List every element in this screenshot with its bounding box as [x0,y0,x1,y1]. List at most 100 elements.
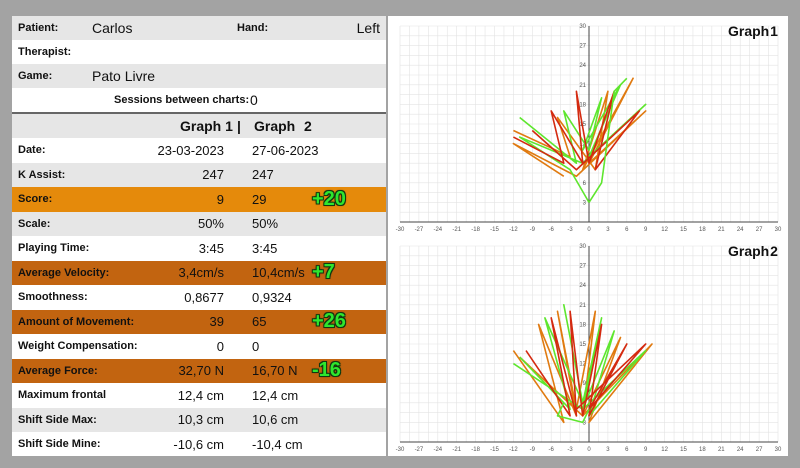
header-divider: | [237,118,241,134]
graphs-panel: -30 -27 -24 -21 -18 -15 -12 -9 -6 -3 0 3 6 9 12 15 18 21 2… [388,16,788,456]
x-tick-label: 0 [587,447,591,453]
metric-row: Amount of Movement: 39 65 +26 [12,309,386,334]
x-tick-label: -6 [549,227,555,233]
metric-label: Playing Time: [18,242,90,255]
graph-title: Graph [728,23,769,39]
metric-row: Date: 23-03-2023 27-06-2023 [12,138,386,163]
y-tick-label: 24 [579,283,586,289]
metric-label: Shift Side Max: [18,413,97,426]
y-tick-label: 18 [579,322,586,328]
movement-trace [556,402,590,424]
x-tick-label: 9 [644,227,648,233]
x-tick-label: -15 [490,227,499,233]
x-tick-label: 27 [756,227,763,233]
section-divider [12,112,386,114]
metric-label: Weight Compensation: [18,340,138,353]
metric-label: Shift Side Mine: [18,438,101,451]
stats-panel: Patient: Carlos Hand: Left Therapist: Ga… [12,16,386,456]
y-tick-label: 3 [583,420,587,426]
graph-1: -30 -27 -24 -21 -18 -15 -12 -9 -6 -3 0 3 6 9 12 15 18 21 2… [396,23,782,233]
hand-label: Hand: [237,22,269,34]
metric-label: Average Force: [18,364,98,377]
y-tick-label: 15 [579,342,586,348]
graph2-header: Graph [254,118,296,134]
metric-value-graph1: 23-03-2023 [157,142,225,158]
metric-value-graph2: 247 [252,167,274,183]
x-tick-label: -3 [567,227,573,233]
metric-value-graph1: 3:45 [198,240,224,256]
metric-label: Date: [18,144,46,157]
y-tick-label: 30 [579,24,586,30]
metric-row: Maximum frontal 12,4 cm 12,4 cm [12,383,386,408]
metric-value-graph1: 32,70 N [178,363,224,379]
metric-diff-badge: +20 [312,187,346,210]
x-tick-label: 18 [699,447,706,453]
graph-number: 2 [770,243,778,259]
metric-value-graph1: 9 [216,191,224,207]
graph-title: Graph [728,243,769,259]
x-tick-label: 30 [775,227,782,233]
x-tick-label: -18 [471,227,480,233]
x-tick-label: -15 [490,447,499,453]
metric-value-graph1: 12,4 cm [177,387,224,403]
x-tick-label: -24 [433,447,442,453]
metric-row: Smoothness: 0,8677 0,9324 [12,285,386,310]
metric-row: K Assist: 247 247 [12,162,386,187]
metric-label: Amount of Movement: [18,315,135,328]
metric-value-graph1: 247 [202,167,224,183]
metric-value-graph2: 65 [252,314,267,330]
movement-trace [525,310,647,417]
metric-row: Score: 9 29 +20 [12,187,386,212]
graph-number: 1 [770,23,778,39]
x-tick-label: -27 [415,227,424,233]
metric-value-graph2: 12,4 cm [252,387,299,403]
x-tick-label: -27 [415,447,424,453]
x-tick-label: 6 [625,227,629,233]
y-tick-label: 21 [579,303,586,309]
graph-2: -30 -27 -24 -21 -18 -15 -12 -9 -6 -3 0 3 6 9 12 15 18 21 2… [396,243,782,453]
metric-row: Scale: 50% 50% [12,211,386,236]
y-tick-label: 21 [579,83,586,89]
x-tick-label: 3 [606,227,610,233]
movement-trace [513,90,641,171]
metric-value-graph1: -10,6 cm [173,436,224,452]
metric-value-graph2: 10,4cm/s [252,265,305,281]
metric-row: Playing Time: 3:45 3:45 [12,236,386,261]
sessions-row: Sessions between charts: 0 [12,88,386,112]
metric-label: Smoothness: [18,291,88,304]
x-tick-label: 15 [680,447,687,453]
x-tick-label: -18 [471,447,480,453]
metric-value-graph1: 0,8677 [184,289,224,305]
metric-value-graph2: 27-06-2023 [252,142,319,158]
y-tick-label: 3 [583,200,587,206]
game-label: Game: [18,70,53,82]
metric-row: Average Force: 32,70 N 16,70 N -16 [12,358,386,383]
x-tick-label: -9 [530,447,536,453]
metric-value-graph2: 50% [252,216,279,232]
x-tick-label: 3 [606,447,610,453]
game-value: Pato Livre [92,68,156,84]
x-tick-label: -6 [549,447,555,453]
metric-value-graph2: 16,70 N [252,363,298,379]
metric-value-graph2: 0,9324 [252,289,292,305]
metric-label: Scale: [18,217,51,230]
patient-label: Patient: [18,22,59,34]
metric-diff-badge: +7 [312,261,335,284]
movement-trace [588,77,628,203]
metric-row: Shift Side Max: 10,3 cm 10,6 cm [12,407,386,432]
metric-row: Average Velocity: 3,4cm/s 10,4cm/s +7 [12,260,386,285]
x-tick-label: 24 [737,447,744,453]
sessions-label: Sessions between charts: [114,94,250,106]
metric-value-graph2: 29 [252,191,267,207]
x-tick-label: -21 [452,447,461,453]
therapist-label: Therapist: [18,46,72,58]
table-header: Graph 1 | Graph 2 [12,114,386,138]
x-tick-label: -30 [396,227,405,233]
metric-label: Score: [18,193,53,206]
therapist-row: Therapist: [12,40,386,64]
x-tick-label: 15 [680,227,687,233]
graph2-header-num: 2 [304,118,312,134]
metric-label: Average Velocity: [18,266,110,279]
sessions-value: 0 [250,92,258,108]
metric-label: K Assist: [18,168,66,181]
